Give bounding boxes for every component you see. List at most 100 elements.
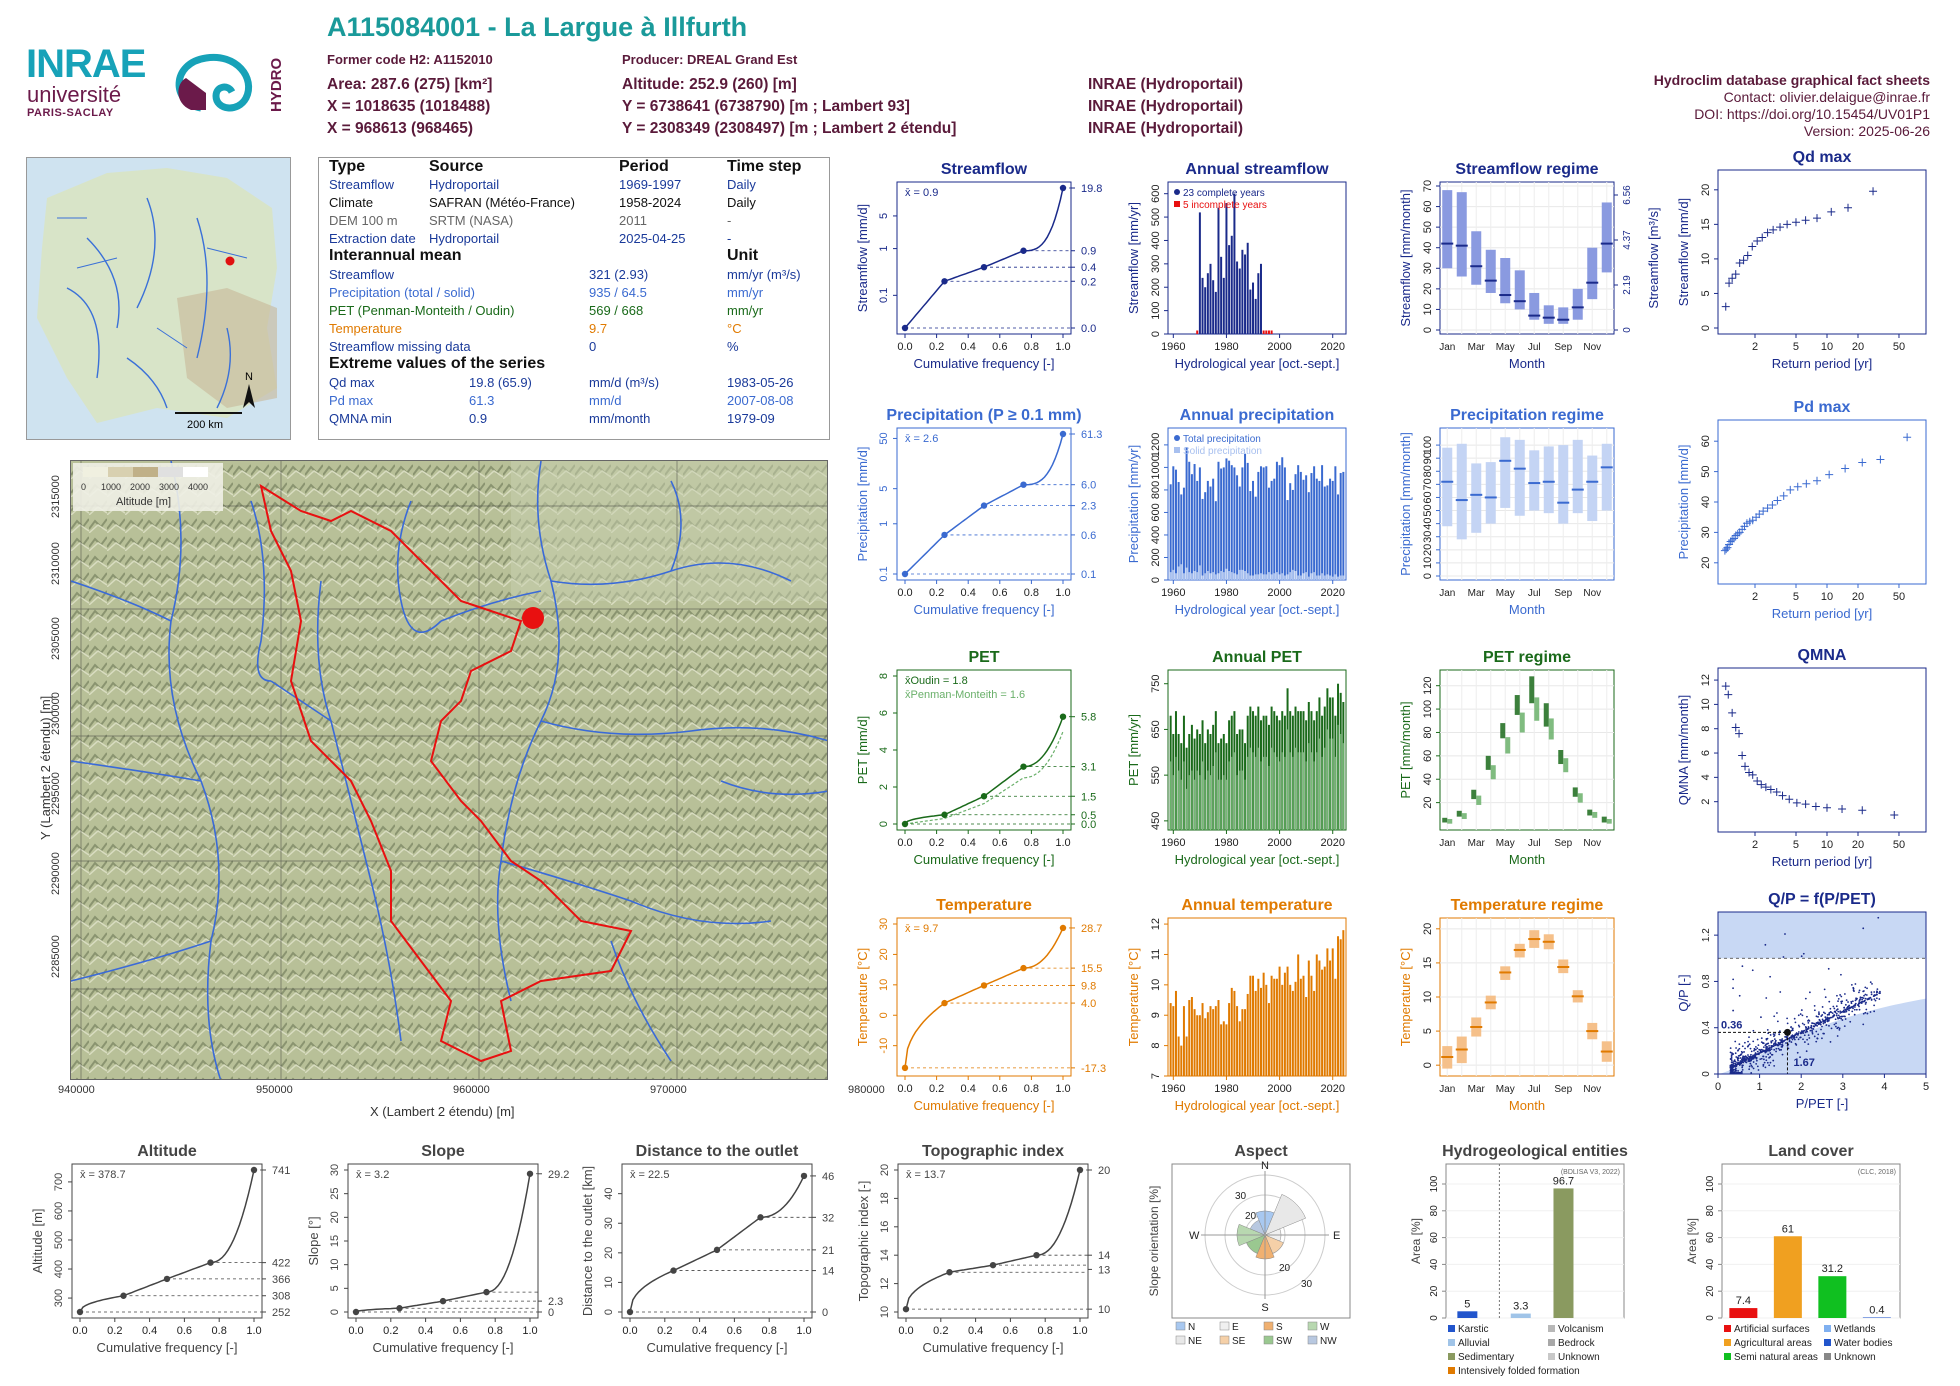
scatter-point [1813, 1035, 1816, 1038]
annual-bar [1257, 978, 1260, 1076]
scatter-point [1868, 998, 1870, 1001]
right-tick-label: 46 [822, 1171, 834, 1183]
solid-bar [1233, 573, 1236, 580]
chart-title: Qd max [1793, 149, 1852, 166]
y-tick-label: 40 [1422, 242, 1434, 254]
scatter-point [1817, 1021, 1819, 1024]
period-header: Period [619, 158, 669, 175]
annual-bar [1169, 1003, 1172, 1076]
annual-bar [1297, 954, 1300, 1076]
legend-label: Bedrock [1558, 1338, 1596, 1349]
scatter-point [1750, 1071, 1753, 1074]
scatter-point [1797, 1031, 1800, 1033]
scatter-point [1762, 1065, 1765, 1067]
scatter-point [1760, 1057, 1763, 1060]
legend-label: Water bodies [1834, 1338, 1893, 1349]
annual-bar [1196, 1015, 1199, 1076]
scatter-point [1748, 1068, 1751, 1071]
annual-bar [1254, 298, 1257, 334]
y-tick-label: 1 [878, 246, 890, 252]
regime-box [1442, 190, 1453, 269]
x-tick-label: 20 [1852, 341, 1864, 353]
scatter-point [1781, 1038, 1784, 1040]
annual-bar-2 [1175, 756, 1177, 830]
scatter-point [1776, 1012, 1778, 1014]
data-point [1825, 470, 1834, 479]
scatter-point [1731, 1071, 1734, 1074]
rose-label: S [1261, 1302, 1268, 1314]
scatter-point [1846, 1007, 1848, 1009]
x-axis-label: Hydrological year [oct.-sept.] [1175, 356, 1340, 371]
scatter-point [1839, 1010, 1842, 1013]
scatter-point [1811, 1031, 1814, 1034]
annual-bar [1185, 1036, 1188, 1076]
scatter-point [1729, 1066, 1732, 1069]
scatter-point [1836, 1016, 1839, 1019]
scatter-point [1791, 1038, 1794, 1041]
annual-bar [1313, 466, 1316, 580]
scatter-point [1805, 1028, 1808, 1031]
scatter-point [1756, 1050, 1759, 1053]
scatter-point [1816, 1037, 1819, 1040]
annual-bar [1174, 990, 1177, 1076]
scatter-point [1845, 1010, 1848, 1013]
scatter-point [1862, 990, 1865, 993]
scatter-point [1770, 1041, 1773, 1044]
annual-bar [1188, 461, 1191, 580]
contact[interactable]: Contact: olivier.delaigue@inrae.fr [1723, 89, 1930, 105]
scatter-point [1859, 996, 1862, 999]
scatter-point [1871, 982, 1873, 985]
y-tick-label: 20 [1429, 1285, 1440, 1297]
frequency-curve [904, 927, 1064, 1069]
scatter-point [1731, 1067, 1733, 1070]
scatter-point [1865, 1008, 1868, 1011]
annual-bar [1214, 501, 1217, 580]
scatter-point [1855, 997, 1857, 1000]
scatter-point [1879, 990, 1881, 993]
basin-xlabel: X (Lambert 2 étendu) [m] [370, 1104, 515, 1119]
legend-swatch [1307, 1335, 1318, 1345]
type-header: Type [329, 158, 366, 175]
x-tick-label: 0.4 [961, 341, 976, 353]
right-tick-label: 741 [272, 1165, 290, 1177]
x-tick-label: Jan [1439, 1084, 1455, 1095]
chart-title: Temperature [936, 897, 1032, 914]
scatter-point [1837, 1026, 1840, 1029]
x-tick-label: 0.0 [622, 1325, 637, 1337]
annual-bar-2 [1247, 756, 1249, 830]
x-tick-label: Nov [1583, 588, 1601, 599]
solid-bar [1206, 570, 1209, 580]
x-tick-label: May [1496, 838, 1515, 849]
regime-box [1442, 447, 1453, 527]
annual-bar [1283, 467, 1286, 580]
scatter-point [1737, 1057, 1740, 1060]
annual-bar [1236, 475, 1239, 580]
mean-label: x̄ = 378.7 [80, 1169, 126, 1181]
legend-swatch [1263, 1321, 1274, 1331]
annual-bar-2 [1183, 761, 1185, 830]
legend-swatch [1263, 1335, 1274, 1345]
scatter-point [1762, 1046, 1765, 1049]
annual-bar-2 [1239, 770, 1241, 830]
annual-bar [1198, 212, 1201, 334]
y-tick-label: 30 [878, 918, 890, 930]
solid-bar [1225, 568, 1228, 580]
scatter-point [1772, 1059, 1775, 1062]
y-tick-label: 9 [1150, 1012, 1162, 1018]
x-tick-label: May [1496, 1084, 1515, 1095]
right-tick-label: 0 [822, 1307, 828, 1319]
quartile-point [1020, 964, 1027, 972]
scatter-point [1740, 1060, 1743, 1063]
scatter-point [1795, 1036, 1798, 1039]
right-tick-label: 61.3 [1081, 429, 1102, 441]
y-tick-label: 20 [603, 1247, 615, 1259]
north-arrow-label: N [245, 371, 253, 383]
right-tick-label: 4.0 [1081, 998, 1096, 1010]
y-tick-label: 0 [878, 1012, 890, 1018]
doi-link[interactable]: DOI: https://doi.org/10.15454/UV01P1 [1694, 106, 1930, 122]
annual-bar-2 [1273, 752, 1275, 830]
bar-value-label: 96.7 [1553, 1175, 1574, 1187]
scatter-point [1835, 1012, 1838, 1015]
right-tick-label: 0.0 [1081, 819, 1096, 831]
x-tick-label: 50 [1893, 341, 1905, 353]
